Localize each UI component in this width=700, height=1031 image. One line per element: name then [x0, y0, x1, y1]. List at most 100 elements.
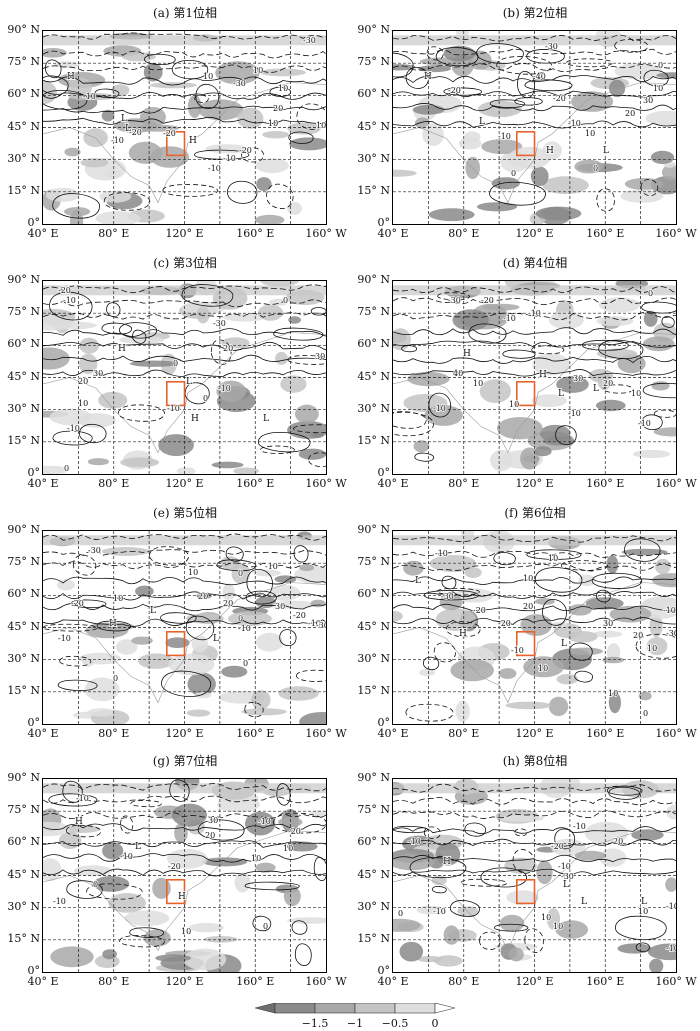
contour-line — [542, 599, 567, 626]
shade-blob — [80, 158, 109, 168]
contour-value-label: 30 — [208, 816, 218, 825]
contour-value-label: 10 — [473, 379, 483, 388]
map-canvas: H H L L -30 -20 -10 -10 0 40 10 -10 30 20 10 -10 -10 10 — [393, 281, 676, 474]
lat-tick-label: 15° N — [357, 683, 390, 697]
lat-tick-label: 15° N — [357, 433, 390, 447]
study-region-box — [516, 879, 536, 905]
shade-blob — [548, 696, 569, 717]
contour-value-label: 0 — [238, 614, 243, 623]
shade-blob — [571, 91, 614, 112]
contour-line — [43, 64, 326, 73]
contour-line — [393, 617, 676, 625]
pressure-center-label: H — [109, 619, 117, 629]
lon-tick-label: 40° E — [377, 975, 409, 988]
shade-blob — [253, 569, 282, 577]
lat-tick-label: 90° N — [357, 273, 390, 286]
colorbar-tick-label: −1 — [346, 1017, 364, 1030]
contour-value-label: 10 — [268, 119, 278, 128]
contour-value-label: -20 — [293, 611, 306, 620]
pressure-center-label: L — [561, 639, 567, 649]
contour-value-label: 30 — [603, 619, 613, 628]
shade-blob — [165, 637, 190, 648]
contour-line — [260, 445, 295, 454]
contour-value-label: -30 — [666, 629, 676, 638]
shade-blob — [476, 202, 518, 212]
contour-value-label: 10 — [316, 121, 326, 130]
contour-value-label: 10 — [638, 907, 648, 916]
shade-band — [393, 783, 676, 794]
pressure-center-label: L — [125, 124, 131, 134]
contour-line — [43, 823, 326, 831]
panel-title: (b) 第2位相 — [502, 6, 568, 20]
lat-tick-label: 45° N — [7, 369, 40, 383]
map-area: H H L L -30 -40 0 10 -20 -10 -20 20 30 10 -10 0 0 — [392, 30, 677, 225]
lat-tick-label: 60° N — [357, 337, 390, 351]
contour-line — [393, 810, 676, 819]
shade-blob — [631, 829, 664, 841]
contour-line — [393, 297, 676, 305]
contour-value-label: -20 — [239, 146, 252, 155]
lon-tick-label: 120° E — [165, 727, 204, 740]
contour-line — [43, 116, 326, 125]
contour-line — [195, 83, 220, 110]
shade-blob — [269, 585, 301, 601]
lat-tick-label: 60° N — [357, 587, 390, 601]
contour-line — [86, 883, 143, 900]
contour-line — [185, 615, 215, 640]
contour-value-label: -10 — [58, 634, 71, 643]
lat-tick-label: 0° — [27, 964, 41, 977]
shade-blob — [150, 146, 189, 168]
lon-tick-label: 160° E — [586, 477, 625, 490]
shade-blob — [620, 189, 664, 203]
shade-blob — [82, 656, 95, 667]
pressure-center-label: L — [213, 634, 219, 644]
lat-tick-label: 75° N — [357, 305, 390, 319]
contour-value-label: -30 — [441, 592, 454, 601]
contour-line — [422, 656, 440, 671]
pressure-center-label: H — [75, 817, 83, 827]
shade-blob — [251, 690, 271, 710]
shade-blob — [171, 803, 207, 827]
contour-value-label: 0 — [643, 709, 648, 718]
lon-tick-label: 40° E — [27, 727, 59, 740]
graticule — [393, 531, 676, 724]
contour-value-label: 30 — [275, 602, 285, 611]
contour-value-label: -10 — [167, 404, 180, 413]
contour-line — [43, 284, 326, 294]
shade-blob — [211, 461, 244, 469]
contour-line — [393, 825, 428, 834]
contour-line — [295, 669, 326, 682]
contour-line — [393, 48, 676, 56]
contour-line — [65, 824, 102, 838]
shade-blob — [233, 467, 259, 474]
shade-blob — [646, 637, 668, 656]
lat-tick-label: 15° N — [7, 183, 40, 197]
contour-line — [476, 43, 524, 64]
contour-line — [614, 915, 667, 940]
contour-value-label: 0 — [283, 296, 288, 305]
contour-line — [43, 312, 326, 320]
contour-line — [393, 797, 676, 806]
contour-value-label: -10 — [573, 822, 586, 831]
contour-value-label: 0 — [173, 359, 178, 368]
contour-value-label: 10 — [538, 664, 548, 673]
contour-value-label: 0 — [658, 61, 663, 70]
lat-tick-label: 0° — [377, 466, 391, 479]
graticule — [393, 31, 676, 224]
shade-blob — [102, 842, 124, 860]
contour-line — [293, 424, 326, 434]
shade-blob — [591, 630, 623, 638]
contour-line — [393, 311, 676, 321]
contour-line — [393, 783, 676, 793]
height-contours — [393, 534, 676, 722]
contour-line — [244, 881, 300, 891]
lat-tick-label: 30° N — [357, 151, 390, 165]
shade-band — [393, 285, 676, 296]
colorbar-tick-label: 0 — [431, 1017, 439, 1030]
contour-value-label: -10 — [433, 907, 446, 916]
contour-line — [393, 356, 676, 364]
contour-value-label: -10 — [638, 419, 651, 428]
graticule — [43, 531, 326, 724]
shade-blob — [645, 110, 676, 126]
contour-value-label: 20 — [223, 599, 233, 608]
